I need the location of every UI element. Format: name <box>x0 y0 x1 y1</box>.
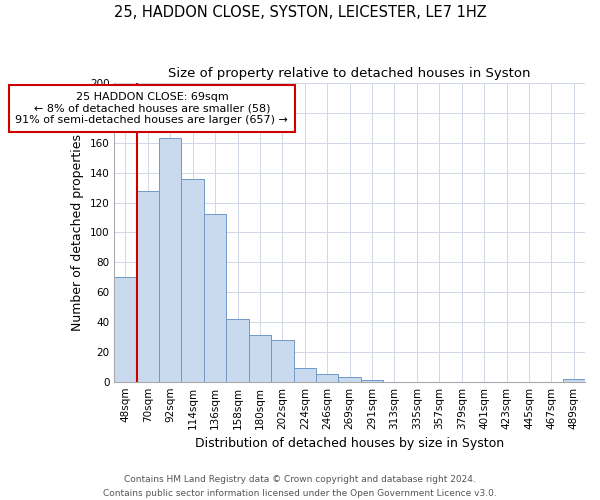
Bar <box>181 178 204 382</box>
Text: Contains HM Land Registry data © Crown copyright and database right 2024.
Contai: Contains HM Land Registry data © Crown c… <box>103 476 497 498</box>
X-axis label: Distribution of detached houses by size in Syston: Distribution of detached houses by size … <box>195 437 504 450</box>
Bar <box>159 138 181 382</box>
Bar <box>249 336 271 382</box>
Text: 25, HADDON CLOSE, SYSTON, LEICESTER, LE7 1HZ: 25, HADDON CLOSE, SYSTON, LEICESTER, LE7… <box>113 5 487 20</box>
Bar <box>226 319 249 382</box>
Bar <box>563 378 585 382</box>
Text: 25 HADDON CLOSE: 69sqm
← 8% of detached houses are smaller (58)
91% of semi-deta: 25 HADDON CLOSE: 69sqm ← 8% of detached … <box>16 92 289 125</box>
Bar <box>204 214 226 382</box>
Bar <box>361 380 383 382</box>
Title: Size of property relative to detached houses in Syston: Size of property relative to detached ho… <box>169 68 531 80</box>
Bar <box>271 340 293 382</box>
Bar <box>293 368 316 382</box>
Bar <box>316 374 338 382</box>
Y-axis label: Number of detached properties: Number of detached properties <box>71 134 84 331</box>
Bar <box>114 277 137 382</box>
Bar <box>338 377 361 382</box>
Bar <box>137 190 159 382</box>
